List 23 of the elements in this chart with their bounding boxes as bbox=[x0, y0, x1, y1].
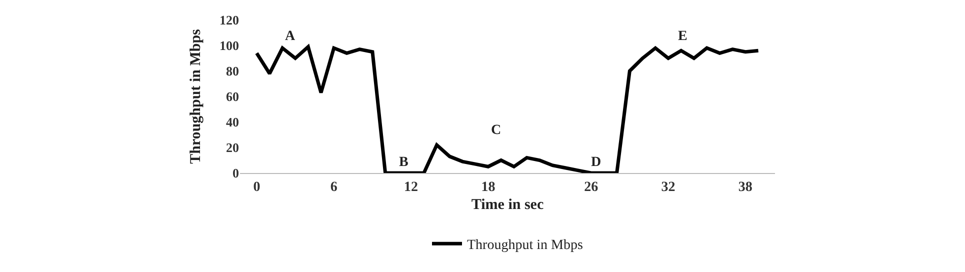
x-tick-label: 38 bbox=[738, 180, 752, 195]
y-axis-title: Throughput in Mbps bbox=[188, 28, 204, 164]
annotation: D bbox=[591, 155, 602, 170]
y-tick-label: 60 bbox=[226, 89, 239, 104]
annotation: B bbox=[399, 155, 408, 170]
y-tick-label: 0 bbox=[232, 166, 239, 181]
x-tick-label: 32 bbox=[661, 180, 676, 195]
legend-label: Throughput in Mbps bbox=[467, 238, 583, 254]
x-tick-label: 12 bbox=[404, 180, 418, 195]
y-tick-label: 20 bbox=[226, 140, 239, 156]
y-tick-label: 120 bbox=[220, 12, 239, 28]
y-tick-label: 40 bbox=[226, 114, 239, 130]
annotation: E bbox=[678, 29, 688, 44]
x-axis-title: Time in sec bbox=[471, 196, 544, 213]
x-tick-label: 6 bbox=[330, 180, 338, 195]
x-tick-label: 0 bbox=[253, 180, 260, 195]
annotation: C bbox=[491, 123, 502, 138]
y-tick-label: 100 bbox=[220, 38, 239, 54]
x-tick-label: 18 bbox=[481, 180, 496, 195]
y-tick-label: 80 bbox=[226, 64, 239, 79]
x-tick-label: 26 bbox=[584, 180, 598, 195]
annotation: A bbox=[285, 29, 296, 44]
line-series bbox=[254, 45, 760, 173]
